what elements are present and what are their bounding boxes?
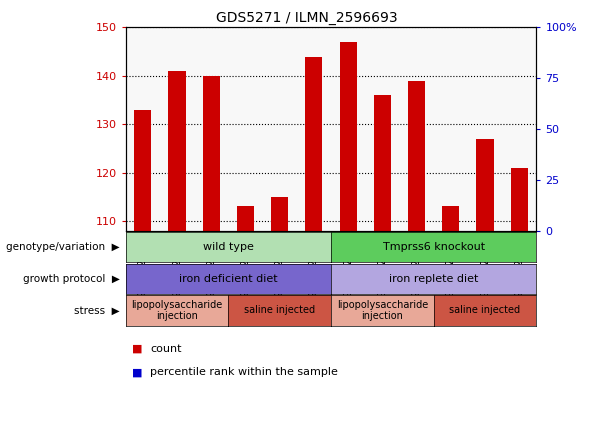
Text: genotype/variation  ▶: genotype/variation ▶ — [6, 242, 120, 252]
Text: lipopolysaccharide
injection: lipopolysaccharide injection — [131, 299, 223, 321]
Bar — [203, 76, 220, 231]
Bar — [374, 95, 391, 231]
Text: stress  ▶: stress ▶ — [74, 305, 120, 316]
Bar — [237, 206, 254, 231]
Bar — [169, 71, 186, 231]
Text: ■: ■ — [132, 344, 142, 354]
Bar — [305, 57, 322, 231]
Text: saline injected: saline injected — [449, 305, 520, 316]
Text: ■: ■ — [132, 367, 142, 377]
Text: saline injected: saline injected — [244, 305, 315, 316]
Text: count: count — [150, 344, 181, 354]
Text: wild type: wild type — [203, 242, 254, 252]
Bar — [442, 206, 459, 231]
Text: iron replete diet: iron replete diet — [389, 274, 478, 284]
Bar — [271, 197, 288, 231]
Text: lipopolysaccharide
injection: lipopolysaccharide injection — [337, 299, 428, 321]
Text: iron deficient diet: iron deficient diet — [179, 274, 278, 284]
Bar — [340, 42, 357, 231]
Text: percentile rank within the sample: percentile rank within the sample — [150, 367, 338, 377]
Text: GDS5271 / ILMN_2596693: GDS5271 / ILMN_2596693 — [216, 11, 397, 25]
Bar — [476, 139, 493, 231]
Text: Tmprss6 knockout: Tmprss6 knockout — [383, 242, 485, 252]
Bar — [134, 110, 151, 231]
Bar — [408, 81, 425, 231]
Bar — [511, 168, 528, 231]
Text: growth protocol  ▶: growth protocol ▶ — [23, 274, 120, 284]
